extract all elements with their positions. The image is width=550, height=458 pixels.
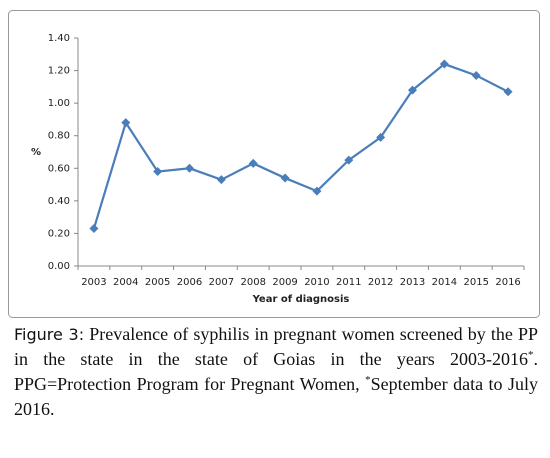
caption-sup: * (528, 349, 534, 361)
y-tick-label: 0.20 (48, 228, 70, 239)
caption-sup: * (365, 374, 371, 386)
x-tick-label: 2007 (209, 277, 234, 288)
caption: Figure 3: Prevalence of syphilis in preg… (14, 322, 538, 422)
x-tick-label: 2009 (272, 277, 297, 288)
x-tick-label: 2004 (113, 277, 138, 288)
y-tick-label: 0.80 (48, 131, 70, 142)
data-point (439, 59, 449, 69)
data-point (376, 132, 386, 142)
y-tick-label: 1.20 (48, 66, 70, 77)
x-tick-label: 2005 (145, 277, 170, 288)
data-point (344, 155, 354, 165)
x-axis-label: Year of diagnosis (252, 294, 350, 305)
data-point (121, 118, 131, 128)
y-tick-label: 0.00 (48, 261, 70, 272)
x-tick-label: 2013 (400, 277, 425, 288)
x-tick-label: 2006 (177, 277, 202, 288)
x-tick-label: 2015 (463, 277, 488, 288)
y-tick-label: 0.60 (48, 163, 70, 174)
chart-frame (8, 10, 540, 318)
x-tick-label: 2003 (81, 277, 106, 288)
data-point (216, 175, 226, 185)
x-tick-label: 2010 (304, 277, 329, 288)
data-point (248, 158, 258, 168)
x-tick-label: 2008 (240, 277, 265, 288)
x-tick-label: 2016 (495, 277, 520, 288)
y-tick-label: 1.00 (48, 98, 70, 109)
data-point (503, 87, 513, 97)
x-tick-label: 2014 (432, 277, 457, 288)
data-point (153, 167, 163, 177)
y-tick-label: 0.40 (48, 196, 70, 207)
y-axis-label: % (31, 147, 41, 158)
caption-label: Figure 3: (14, 325, 85, 344)
data-point (312, 186, 322, 196)
data-point (89, 224, 99, 234)
caption-text: September data to July 2016. (14, 374, 538, 419)
caption-text: . PPG=Protection Program for Pregnant Wo… (14, 349, 538, 394)
data-point (408, 85, 417, 95)
data-line (92, 62, 509, 229)
caption-text: Prevalence of syphilis in pregnant women… (14, 324, 538, 369)
data-point (471, 70, 481, 80)
data-point (280, 173, 290, 183)
x-tick-label: 2012 (368, 277, 393, 288)
y-tick-label: 1.40 (48, 33, 70, 44)
data-point (185, 163, 194, 173)
x-tick-label: 2011 (336, 277, 361, 288)
